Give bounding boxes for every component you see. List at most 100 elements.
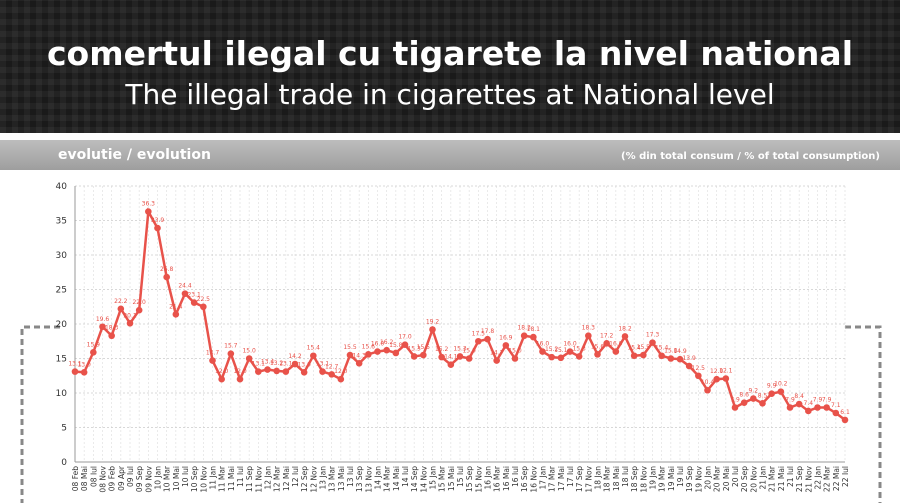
data-label: 15.0: [462, 348, 476, 355]
x-tick-label: 20 Sep: [740, 466, 749, 492]
bracket-left: [20, 325, 60, 503]
data-label: 14.7: [490, 350, 504, 357]
data-label: 7.1: [831, 402, 841, 409]
x-tick-label: 10 Jan: [154, 466, 163, 490]
data-point: [649, 339, 656, 346]
x-tick-label: 16 Iul: [511, 466, 520, 487]
x-tick-label: 21 Jan: [759, 466, 768, 490]
data-label: 16.0: [536, 341, 550, 348]
x-tick-label: 16 Sep: [520, 466, 529, 492]
data-point: [786, 404, 794, 411]
data-point: [530, 333, 537, 341]
x-tick-label: 11 Mar: [218, 465, 227, 492]
x-tick-label: 10 Nov: [199, 465, 208, 492]
data-label: 10.2: [774, 381, 788, 388]
data-label: 14.1: [444, 354, 458, 361]
data-label: 17.5: [472, 330, 486, 337]
x-tick-label: 17 Iul: [566, 466, 575, 487]
data-label: 15.0: [242, 348, 256, 355]
x-tick-label: 15 Jan: [429, 466, 438, 490]
data-label: 13.1: [252, 361, 266, 368]
x-tick-label: 16 Mai: [502, 466, 511, 491]
x-tick-label: 12 Jan: [264, 466, 273, 490]
data-label: 15.4: [307, 345, 321, 352]
data-point: [594, 351, 601, 358]
data-point: [410, 353, 418, 360]
data-point: [630, 352, 638, 360]
data-point: [346, 351, 354, 359]
data-label: 13.4: [261, 359, 275, 366]
data-point: [805, 407, 812, 415]
data-point: [200, 303, 207, 311]
data-label: 15.2: [435, 346, 449, 353]
data-label: 16.0: [371, 341, 385, 348]
x-tick-label: 08 Nov: [99, 465, 108, 492]
data-point: [126, 320, 134, 327]
x-tick-label: 15 Nov: [474, 465, 483, 492]
data-label: 12.7: [325, 363, 339, 370]
data-label: 8.6: [739, 392, 749, 399]
data-point: [163, 273, 170, 281]
x-tick-label: 17 Mai: [557, 466, 566, 491]
data-label: 13.1: [316, 361, 330, 368]
data-point: [704, 386, 711, 394]
data-point: [420, 351, 427, 359]
x-tick-label: 13 Jan: [319, 466, 328, 490]
data-point: [245, 355, 253, 362]
x-tick-label: 17 Sep: [575, 466, 584, 492]
data-label: 15.8: [389, 342, 403, 349]
data-label: 22.2: [114, 298, 128, 305]
y-tick-label: 15: [56, 355, 67, 365]
x-tick-label: 12 Sep: [300, 466, 309, 492]
data-point: [520, 332, 528, 340]
data-point: [768, 390, 775, 397]
data-label: 15.3: [572, 345, 586, 352]
x-tick-label: 10 Mar: [163, 465, 172, 492]
y-tick-label: 40: [56, 182, 68, 192]
data-point: [722, 375, 730, 382]
x-tick-label: 13 Sep: [355, 466, 364, 492]
data-point: [676, 355, 684, 363]
data-label: 23.1: [187, 292, 201, 299]
unit-label: (% din total consum / % of total consump…: [621, 151, 880, 162]
data-label: 17.2: [600, 332, 614, 339]
y-tick-label: 20: [56, 320, 68, 330]
x-tick-label: 20 Mar: [713, 465, 722, 492]
data-point: [328, 371, 335, 378]
x-tick-label: 22 Mar: [823, 465, 832, 492]
subtitle: The illegal trade in cigarettes at Natio…: [125, 78, 775, 111]
data-label: 13.1: [68, 361, 82, 368]
x-tick-label: 14 Mai: [392, 466, 401, 491]
data-point: [365, 351, 372, 358]
data-label: 8.5: [758, 392, 768, 399]
x-tick-label: 11 Iul: [236, 466, 245, 487]
data-point: [640, 351, 647, 359]
data-label: 13.1: [279, 361, 293, 368]
data-label: 9.2: [749, 388, 759, 395]
data-label: 22.5: [197, 296, 211, 303]
data-point: [181, 290, 189, 297]
x-tick-label: 19 Iul: [676, 466, 685, 487]
x-tick-label: 10 Mai: [172, 466, 181, 491]
data-point: [172, 311, 180, 318]
data-label: 15.9: [87, 341, 101, 348]
data-label: 7.4: [804, 400, 814, 407]
x-tick-label: 11 Sep: [245, 466, 254, 492]
x-tick-label: 19 Jan: [649, 466, 658, 490]
data-label: 6.1: [840, 409, 850, 416]
x-tick-label: 18 Sep: [630, 466, 639, 492]
x-tick-label: 13 Mar: [328, 465, 337, 492]
data-label: 20.1: [123, 312, 137, 319]
data-label: 7.9: [813, 396, 823, 403]
data-point: [255, 368, 262, 375]
x-tick-label: 20 Jan: [704, 466, 713, 490]
x-tick-label: 21 Iul: [786, 466, 795, 487]
section-label: evolutie / evolution: [58, 147, 211, 163]
data-label: 8.4: [794, 393, 804, 400]
x-tick-label: 12 Mar: [273, 465, 282, 492]
data-label: 18.3: [582, 325, 596, 332]
x-tick-label: 14 Jan: [374, 466, 383, 490]
data-label: 12.0: [233, 368, 247, 375]
data-point: [502, 342, 510, 349]
